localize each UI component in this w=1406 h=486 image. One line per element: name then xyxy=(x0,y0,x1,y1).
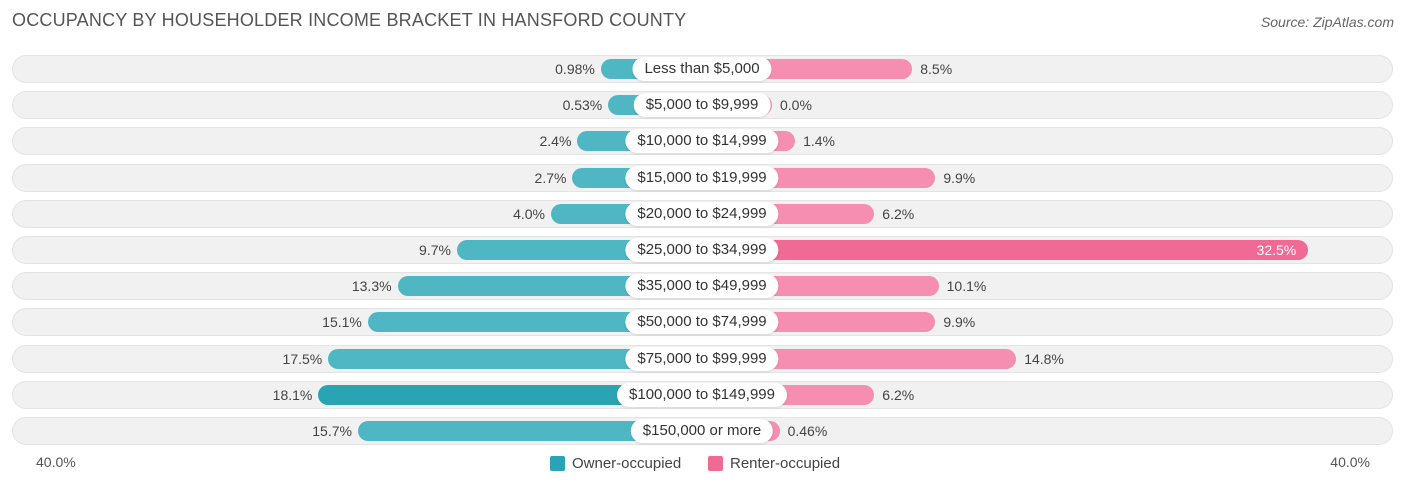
value-label-renter: 0.0% xyxy=(780,97,812,114)
bar-owner xyxy=(318,384,702,405)
category-label: $150,000 or more xyxy=(630,419,774,443)
value-label-owner: 17.5% xyxy=(282,350,323,367)
category-label: $75,000 to $99,999 xyxy=(625,346,779,371)
value-label-owner: 2.4% xyxy=(539,133,572,150)
value-label-renter: 10.1% xyxy=(946,278,987,295)
legend-label-owner: Owner-occupied xyxy=(572,454,682,472)
value-label-owner: 9.7% xyxy=(419,242,451,258)
legend-swatch-owner xyxy=(550,455,565,471)
value-label-renter: 8.5% xyxy=(920,61,953,77)
value-label-owner: 15.1% xyxy=(322,314,362,331)
value-label-owner: 0.98% xyxy=(555,61,595,77)
value-label-owner: 4.0% xyxy=(513,205,545,222)
category-label: $5,000 to $9,999 xyxy=(633,93,771,118)
value-label-renter: 6.2% xyxy=(882,386,915,403)
value-label-owner: 0.53% xyxy=(562,97,603,114)
value-label-renter: 6.2% xyxy=(882,205,915,222)
category-label: Less than $5,000 xyxy=(632,57,772,81)
category-label: $10,000 to $14,999 xyxy=(625,129,779,154)
chart-title: OCCUPANCY BY HOUSEHOLDER INCOME BRACKET … xyxy=(12,10,687,30)
value-label-renter: 9.9% xyxy=(943,314,976,331)
legend-label-renter: Renter-occupied xyxy=(730,454,841,472)
category-label: $50,000 to $74,999 xyxy=(625,310,779,335)
category-label: $20,000 to $24,999 xyxy=(625,201,779,226)
bar-owner xyxy=(367,312,702,333)
legend-item-renter[interactable]: Renter-occupied xyxy=(708,452,840,474)
category-label: $25,000 to $34,999 xyxy=(625,238,779,262)
legend-swatch-renter xyxy=(708,455,723,471)
value-label-renter: 14.8% xyxy=(1024,350,1064,367)
value-label-owner: 15.7% xyxy=(312,423,352,439)
value-label-renter: 0.46% xyxy=(787,423,828,439)
bar-renter xyxy=(702,240,1309,260)
value-label-owner: 18.1% xyxy=(272,386,313,403)
axis-left-label: 40.0% xyxy=(36,454,76,470)
value-label-renter: 1.4% xyxy=(803,133,836,150)
legend-item-owner[interactable]: Owner-occupied xyxy=(550,452,681,474)
category-label: $100,000 to $149,999 xyxy=(617,382,787,407)
bar-owner xyxy=(357,421,702,441)
legend: Owner-occupied Renter-occupied xyxy=(0,452,1406,474)
value-label-owner: 13.3% xyxy=(351,278,392,295)
axis-right-label: 40.0% xyxy=(1330,454,1370,470)
value-label-owner: 2.7% xyxy=(534,169,567,186)
value-label-renter: 32.5% xyxy=(1256,242,1297,258)
bar-owner xyxy=(328,348,702,369)
bar-renter xyxy=(702,348,1017,369)
value-label-renter: 9.9% xyxy=(943,169,976,186)
category-label: $35,000 to $49,999 xyxy=(625,274,779,299)
category-label: $15,000 to $19,999 xyxy=(625,165,779,190)
source-credit: Source: ZipAtlas.com xyxy=(1260,14,1394,30)
